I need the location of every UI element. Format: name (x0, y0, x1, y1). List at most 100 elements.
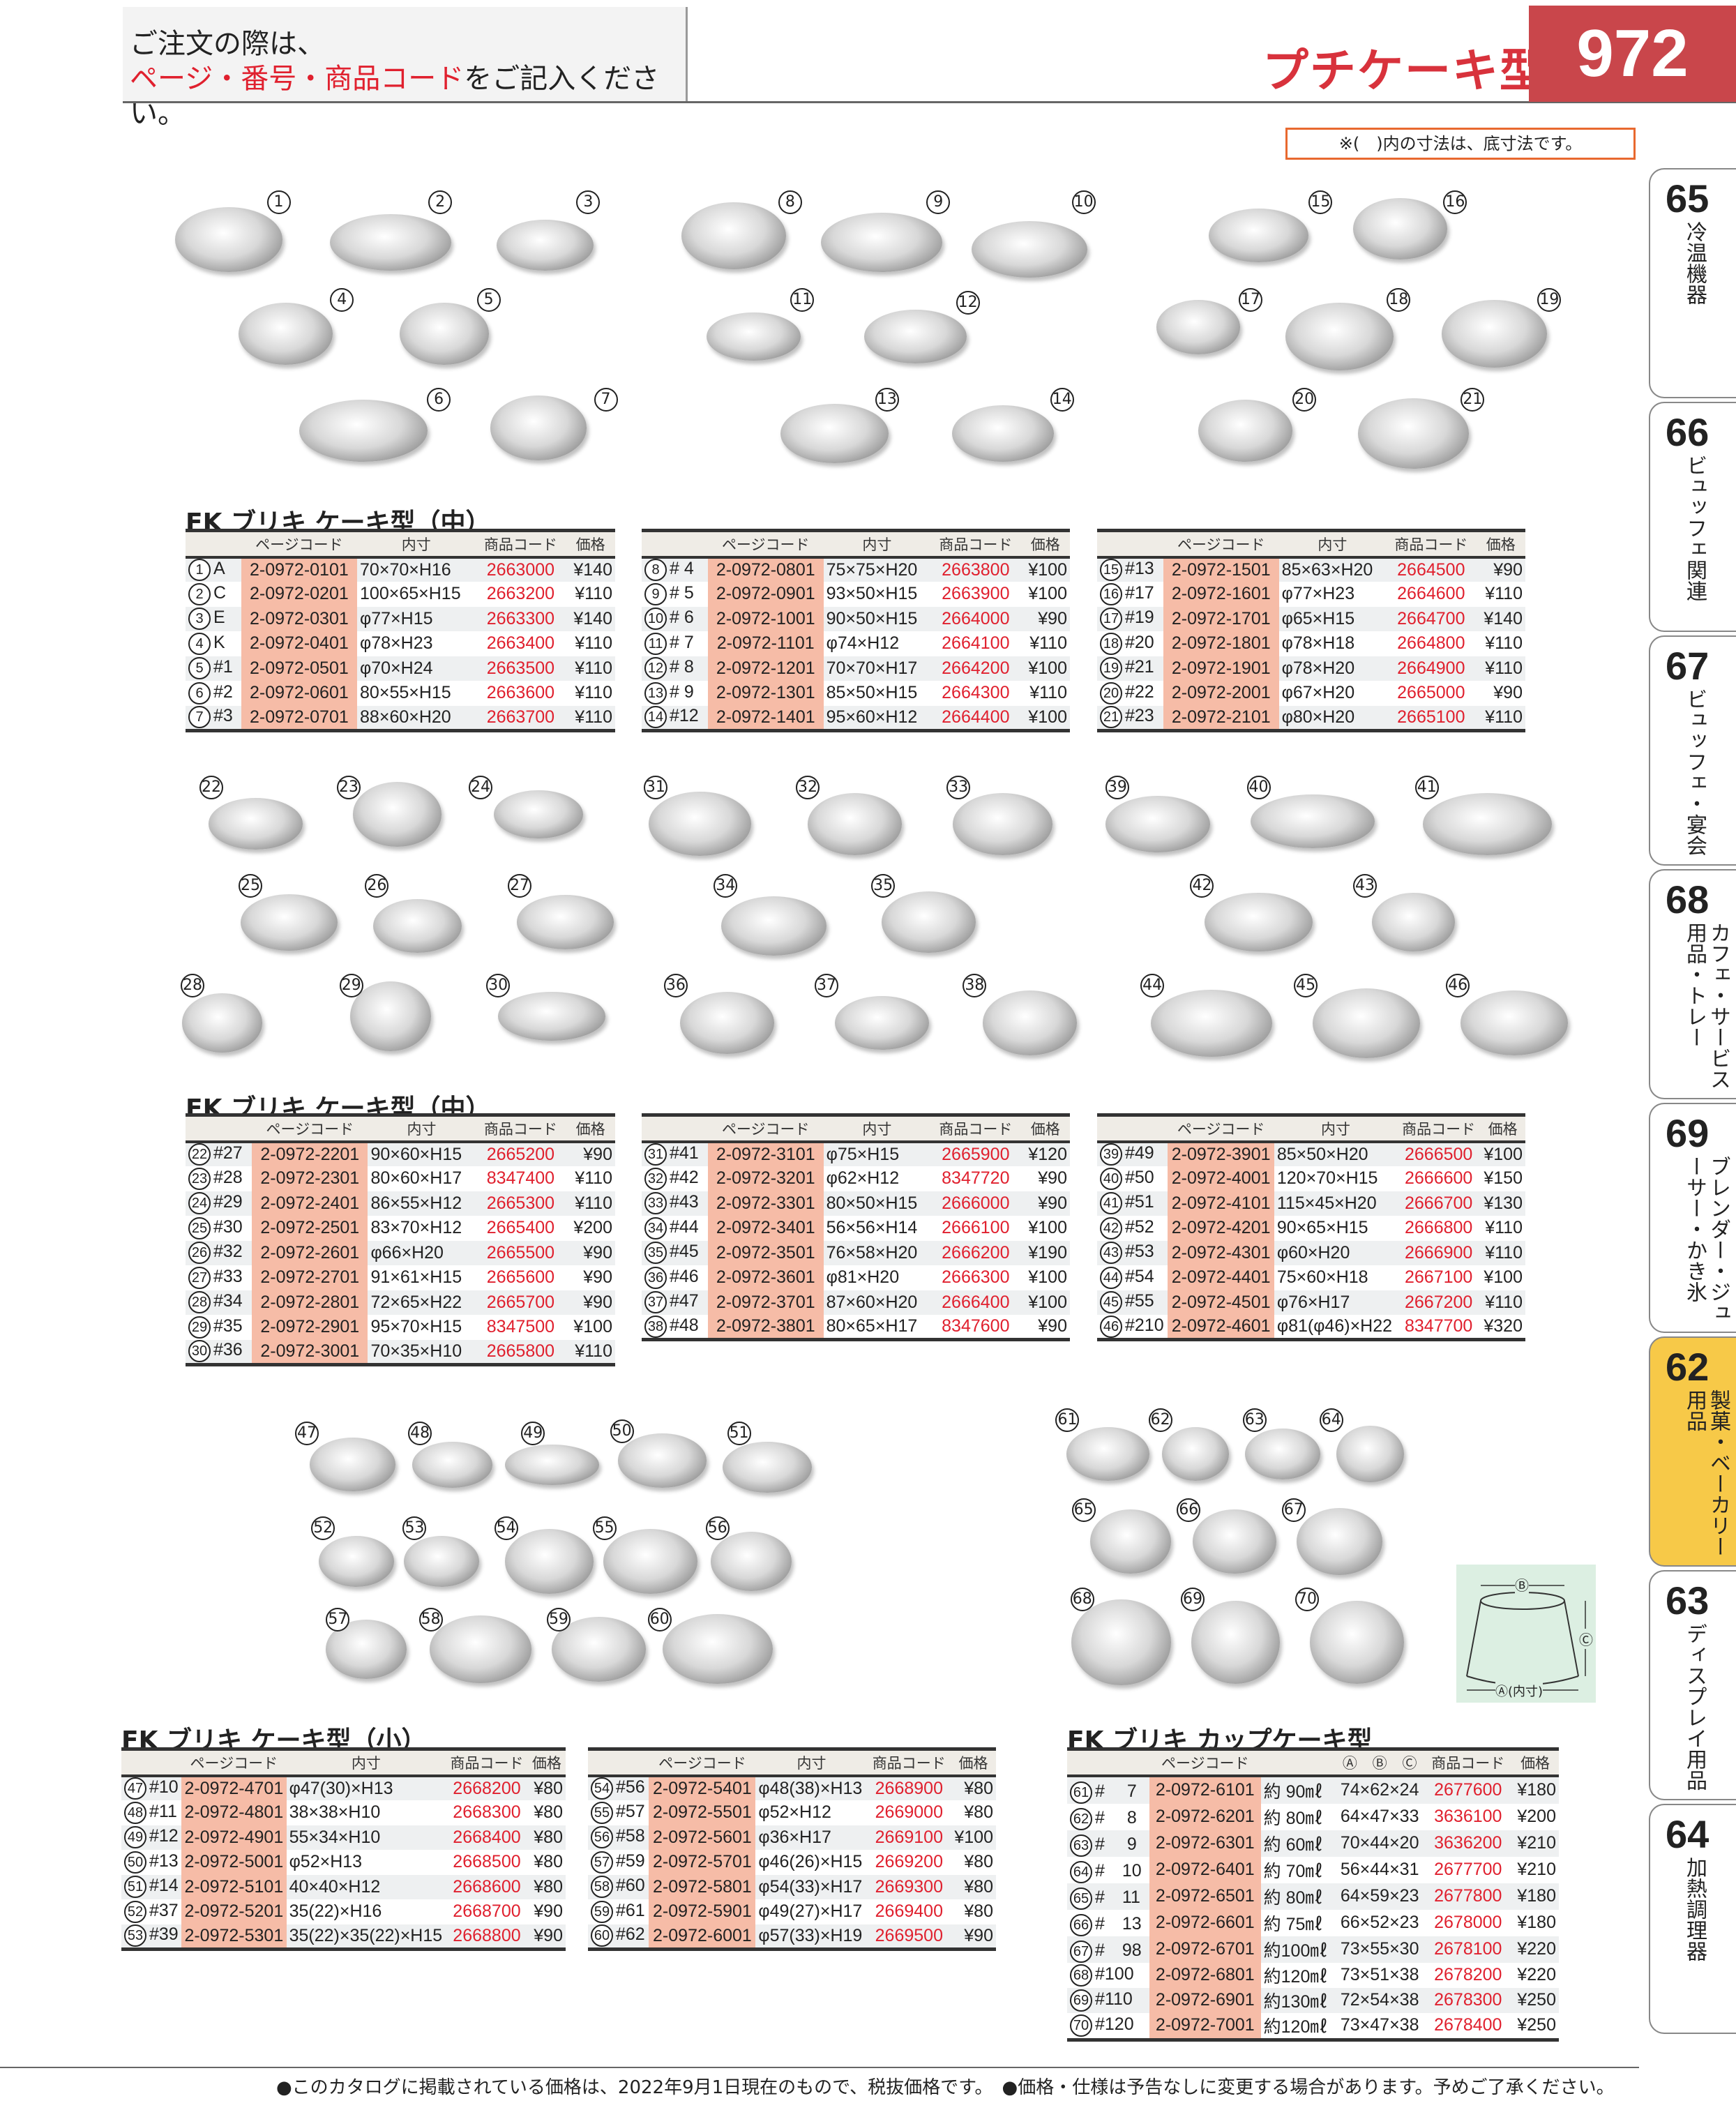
product-code: 2665100 (1386, 705, 1477, 730)
sidebar-tab-64[interactable]: 64 加熱調理器 (1649, 1804, 1736, 2034)
price: ¥250 (1517, 2015, 1556, 2035)
sidebar-tab-62[interactable]: 62 製菓・ベーカリー用品 (1649, 1336, 1736, 1567)
photo-number: 23 (336, 776, 361, 800)
page-code: 2-0972-2801 (252, 1290, 368, 1315)
header-blank (1067, 1749, 1149, 1777)
model-number: #51 (1125, 1192, 1154, 1212)
table-header: ページコード 内寸 商品コード 価格 (186, 530, 615, 559)
header-size: 内寸 (357, 530, 476, 559)
sidebar-tab-63[interactable]: 63 ディスプレイ用品 (1649, 1570, 1736, 1800)
circled-number: 13 (644, 681, 667, 704)
product-photo (1105, 795, 1211, 852)
product-code: 2663700 (475, 705, 566, 730)
price: ¥120 (1020, 1141, 1070, 1166)
price: ¥190 (1020, 1240, 1070, 1265)
photo-number: 4 (330, 288, 354, 312)
photo-number: 64 (1319, 1408, 1343, 1433)
photo-number: 13 (875, 388, 899, 412)
tab-number: 69 (1666, 1111, 1709, 1155)
price: ¥100 (1020, 557, 1070, 582)
product-code: 2677700 (1434, 1860, 1502, 1879)
header-price: 価格 (1511, 1749, 1559, 1777)
product-photo (679, 992, 774, 1055)
price: ¥100 (1020, 1290, 1070, 1315)
inner-size: 80×65×H17 (826, 1316, 918, 1336)
product-photo (309, 1438, 396, 1492)
model-number: #17 (1125, 582, 1154, 603)
photo-number: 38 (963, 973, 987, 997)
table-row: 53 #39 2-0972-5301 35(22)×35(22)×H15 2668800… (121, 1924, 566, 1949)
sidebar-tab-68[interactable]: 68 カフェ・サービス用品・トレー (1649, 869, 1736, 1099)
order-notice: ご注文の際は、 ページ・番号・商品コードをご記入ください。 (123, 7, 688, 130)
price: ¥80 (964, 1802, 993, 1823)
price: ¥200 (573, 1218, 612, 1238)
sidebar-tab-67[interactable]: 67 ビュッフェ・宴会 (1649, 635, 1736, 866)
model-number: #44 (670, 1216, 699, 1237)
product-code: 2666000 (930, 1191, 1021, 1216)
page-code: 2-0972-4401 (1168, 1265, 1274, 1290)
price: ¥150 (1484, 1168, 1523, 1189)
product-photo (681, 202, 787, 269)
price: ¥110 (575, 633, 612, 654)
model-number: #1 (213, 657, 233, 677)
header-blank (186, 530, 241, 559)
photo-number: 60 (647, 1607, 672, 1632)
inner-size: 75×60×H18 (1276, 1267, 1368, 1288)
table-row: 54 #56 2-0972-5401 φ48(38)×H13 2668900 ¥80 (588, 1775, 996, 1800)
circled-number: 31 (644, 1143, 667, 1166)
inner-size: φ49(27)×H17 (758, 1901, 863, 1922)
circled-number: 62 (1070, 1807, 1092, 1830)
sidebar-tab-69[interactable]: 69 ブレンダー・ジューサー・かき氷 (1649, 1103, 1736, 1333)
product-code: 2677600 (1424, 1775, 1512, 1804)
item-number: 68 #100 (1067, 1963, 1149, 1988)
dimensions: 64×47×33 (1340, 1807, 1419, 1826)
model-number: #35 (213, 1316, 243, 1336)
header-size: 内寸 (755, 1749, 868, 1777)
model-number: #12 (670, 706, 699, 725)
inner-size: φ57(33)×H19 (755, 1924, 868, 1949)
item-number: 6 #2 (186, 681, 241, 706)
circled-number: 17 (1100, 608, 1122, 631)
product-photo (241, 894, 338, 951)
circled-number: 43 (1100, 1242, 1122, 1265)
circled-number: 50 (124, 1851, 146, 1874)
product-photo (1442, 300, 1547, 368)
photo-number: 66 (1177, 1498, 1201, 1523)
header-code: 商品コード (930, 530, 1021, 559)
photo-number: 8 (778, 190, 802, 214)
header-blank (186, 1115, 252, 1143)
product-photo (951, 405, 1055, 462)
product-code: 2664900 (1386, 656, 1477, 681)
product-code: 2663000 (475, 557, 566, 582)
circled-number: 42 (1100, 1216, 1122, 1239)
product-photo (329, 213, 451, 271)
model-number: #22 (1125, 681, 1154, 702)
model-number: #57 (616, 1801, 645, 1821)
sidebar-tab-65[interactable]: 65 冷温機器 (1649, 168, 1736, 398)
circled-number: 22 (188, 1143, 211, 1166)
header-divider (123, 101, 1736, 103)
model-number: K (213, 632, 225, 652)
product-code: 2664100 (942, 633, 1010, 654)
product-photo (174, 207, 283, 272)
model-number: #23 (1125, 706, 1154, 725)
product-table: ページコード 内寸 商品コード 価格 39 #49 2-0972-3901 85×50×H20… (1097, 1113, 1525, 1341)
product-code: 2665800 (475, 1339, 566, 1364)
circled-number: 46 (1100, 1315, 1122, 1338)
tab-label: 製菓・ベーカリー用品 (1682, 1389, 1730, 1557)
model-number: #100 (1095, 1964, 1134, 1984)
price: ¥90 (1038, 1168, 1067, 1189)
price: ¥140 (1476, 606, 1525, 631)
model-number: # 9 (670, 681, 694, 702)
circled-number: 54 (591, 1777, 613, 1800)
photo-number: 61 (1055, 1408, 1080, 1433)
item-number: 26 #32 (186, 1240, 252, 1265)
photo-number: 51 (727, 1422, 751, 1446)
dimensions: 66×52×23 (1340, 1913, 1419, 1932)
circled-number: 40 (1100, 1167, 1122, 1190)
sidebar-tab-66[interactable]: 66 ビュッフェ関連 (1649, 402, 1736, 632)
table-row: 47 #10 2-0972-4701 φ47(30)×H13 2668200 ¥80 (121, 1775, 566, 1800)
table-row: 28 #34 2-0972-2801 72×65×H22 2665700 ¥90 (186, 1290, 615, 1315)
page-code: 2-0972-6001 (649, 1924, 756, 1949)
page-code: 2-0972-6301 (1149, 1830, 1261, 1857)
